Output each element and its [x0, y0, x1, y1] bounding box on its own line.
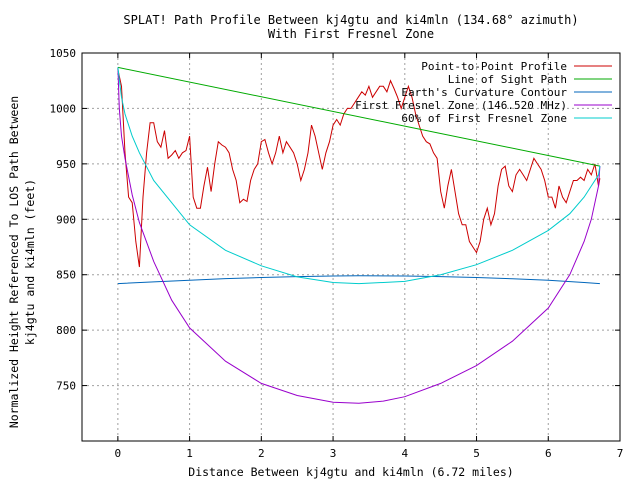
legend-entry-label: Point-to-Point Profile: [421, 60, 567, 73]
x-tick-label: 7: [617, 447, 624, 460]
chart-subtitle: With First Fresnel Zone: [268, 27, 434, 41]
legend-entry-label: Earth's Curvature Contour: [401, 86, 567, 99]
x-tick-label: 5: [473, 447, 480, 460]
series-line-60-of-first-fresnel-zone: [117, 67, 601, 285]
y-tick-label: 850: [56, 269, 76, 282]
y-tick-label: 900: [56, 213, 76, 226]
series-line-first-fresnel-zone-146-520-mhz: [117, 67, 601, 404]
series-layer: [117, 66, 601, 404]
y-tick-label: 800: [56, 324, 76, 337]
series-line-point-to-point-profile: [117, 69, 601, 268]
plot-frame: [81, 52, 621, 442]
y-tick-label: 750: [56, 380, 76, 393]
x-tick-label: 6: [545, 447, 552, 460]
x-tick-label: 0: [115, 447, 122, 460]
x-tick-label: 1: [186, 447, 193, 460]
y-tick-label: 1000: [50, 102, 77, 115]
y-tick-label: 950: [56, 158, 76, 171]
chart-title: SPLAT! Path Profile Between kj4gtu and k…: [123, 13, 578, 27]
series-line-line-of-sight-path: [117, 66, 601, 167]
x-tick-label: 3: [330, 447, 337, 460]
y-tick-label: 1050: [50, 47, 77, 60]
x-axis-label: Distance Between kj4gtu and ki4mln (6.72…: [188, 465, 513, 479]
y-axis-label-line2: kj4gtu and ki4mln (feet): [23, 179, 37, 345]
y-axis-label-line1: Normalized Height Referenced To LOS Path…: [7, 96, 21, 428]
series-line-earth-s-curvature-contour: [117, 275, 600, 285]
legend-entry-label: Line of Sight Path: [448, 73, 567, 86]
axis-ticks: 0 1 2 3 4 5 6 7 750 800 850 900 950 1000 1050: [50, 47, 624, 460]
legend-entry-label: First Fresnel Zone (146.520 MHz): [355, 99, 567, 112]
x-tick-label: 4: [401, 447, 408, 460]
x-tick-label: 2: [258, 447, 265, 460]
legend-entry-label: 60% of First Fresnel Zone: [401, 112, 567, 125]
